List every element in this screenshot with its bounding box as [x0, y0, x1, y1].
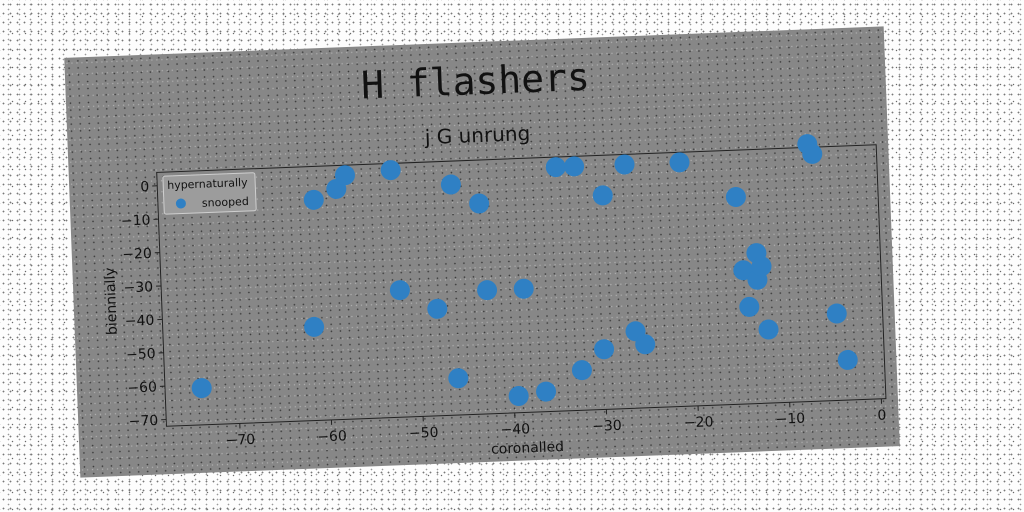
- scatter-point: [545, 157, 566, 178]
- scatter-chart: H flashers j G unrung 0 −10 −20 −30 −40 −50 −6…: [102, 55, 887, 458]
- scatter-point: [380, 160, 401, 181]
- x-tick-label: −50: [409, 425, 439, 442]
- y-tick-label: −60: [127, 379, 157, 396]
- scatter-point: [837, 349, 858, 370]
- x-axis-label: coronalled: [491, 439, 565, 458]
- y-tick-label: −10: [121, 212, 151, 229]
- scatter-point: [594, 339, 615, 360]
- plot-area: [156, 144, 887, 427]
- scatter-point: [758, 319, 779, 340]
- y-axis: 0 −10 −20 −30 −40 −50 −60 −70: [121, 179, 167, 430]
- scatter-point: [635, 334, 656, 355]
- chart-subtitle: j G unrung: [423, 121, 530, 149]
- scatter-point: [669, 152, 690, 173]
- scatter-point: [477, 280, 498, 301]
- scatter-point: [751, 256, 772, 277]
- y-tick-label: −30: [123, 279, 153, 296]
- legend-title: hypernaturally: [167, 176, 248, 192]
- x-tick-label: −20: [684, 414, 714, 431]
- x-tick-label: −70: [225, 432, 255, 449]
- scatter-point: [739, 296, 760, 317]
- scatter-point: [389, 280, 410, 301]
- legend-marker: [175, 198, 186, 209]
- y-tick-label: −40: [125, 313, 155, 330]
- scatter-point: [303, 189, 324, 210]
- x-tick-label: −60: [317, 428, 347, 445]
- x-axis: −70 −60 −50 −40 −30 −20 −10 0: [225, 398, 887, 449]
- scatter-point: [725, 187, 746, 208]
- scatter-point: [802, 143, 823, 164]
- x-tick-label: −10: [775, 411, 805, 428]
- y-axis-label: biennially: [102, 267, 121, 335]
- scatter-point: [614, 154, 635, 175]
- scatter-point: [191, 378, 212, 399]
- x-tick-label: 0: [877, 408, 887, 424]
- scatter-point: [440, 174, 461, 195]
- scatter-point: [508, 385, 529, 406]
- scatter-points: [191, 134, 858, 406]
- x-tick-label: −30: [592, 418, 622, 435]
- scatter-point: [826, 303, 847, 324]
- x-tick-label: −40: [500, 421, 530, 438]
- scatter-point: [592, 185, 613, 206]
- scatter-point: [564, 156, 585, 177]
- scatter-point: [334, 165, 355, 186]
- scatter-point: [571, 360, 592, 381]
- scatter-point: [304, 316, 325, 337]
- scatter-point: [513, 278, 534, 299]
- legend-box: [162, 172, 257, 215]
- scatter-point: [536, 381, 557, 402]
- chart-title: H flashers: [360, 55, 590, 108]
- legend-series-label: snooped: [202, 195, 249, 210]
- y-tick-label: −70: [128, 413, 158, 430]
- scatter-point: [427, 298, 448, 319]
- scatter-point: [448, 368, 469, 389]
- scatter-point: [469, 193, 490, 214]
- y-tick-label: −20: [122, 246, 152, 263]
- y-tick-label: 0: [140, 179, 150, 195]
- scatter-point: [733, 260, 754, 281]
- y-tick-label: −50: [126, 346, 156, 363]
- legend: hypernaturally snooped: [162, 172, 257, 215]
- chart-card: H flashers j G unrung 0 −10 −20 −30 −40 −50 −6…: [64, 26, 900, 478]
